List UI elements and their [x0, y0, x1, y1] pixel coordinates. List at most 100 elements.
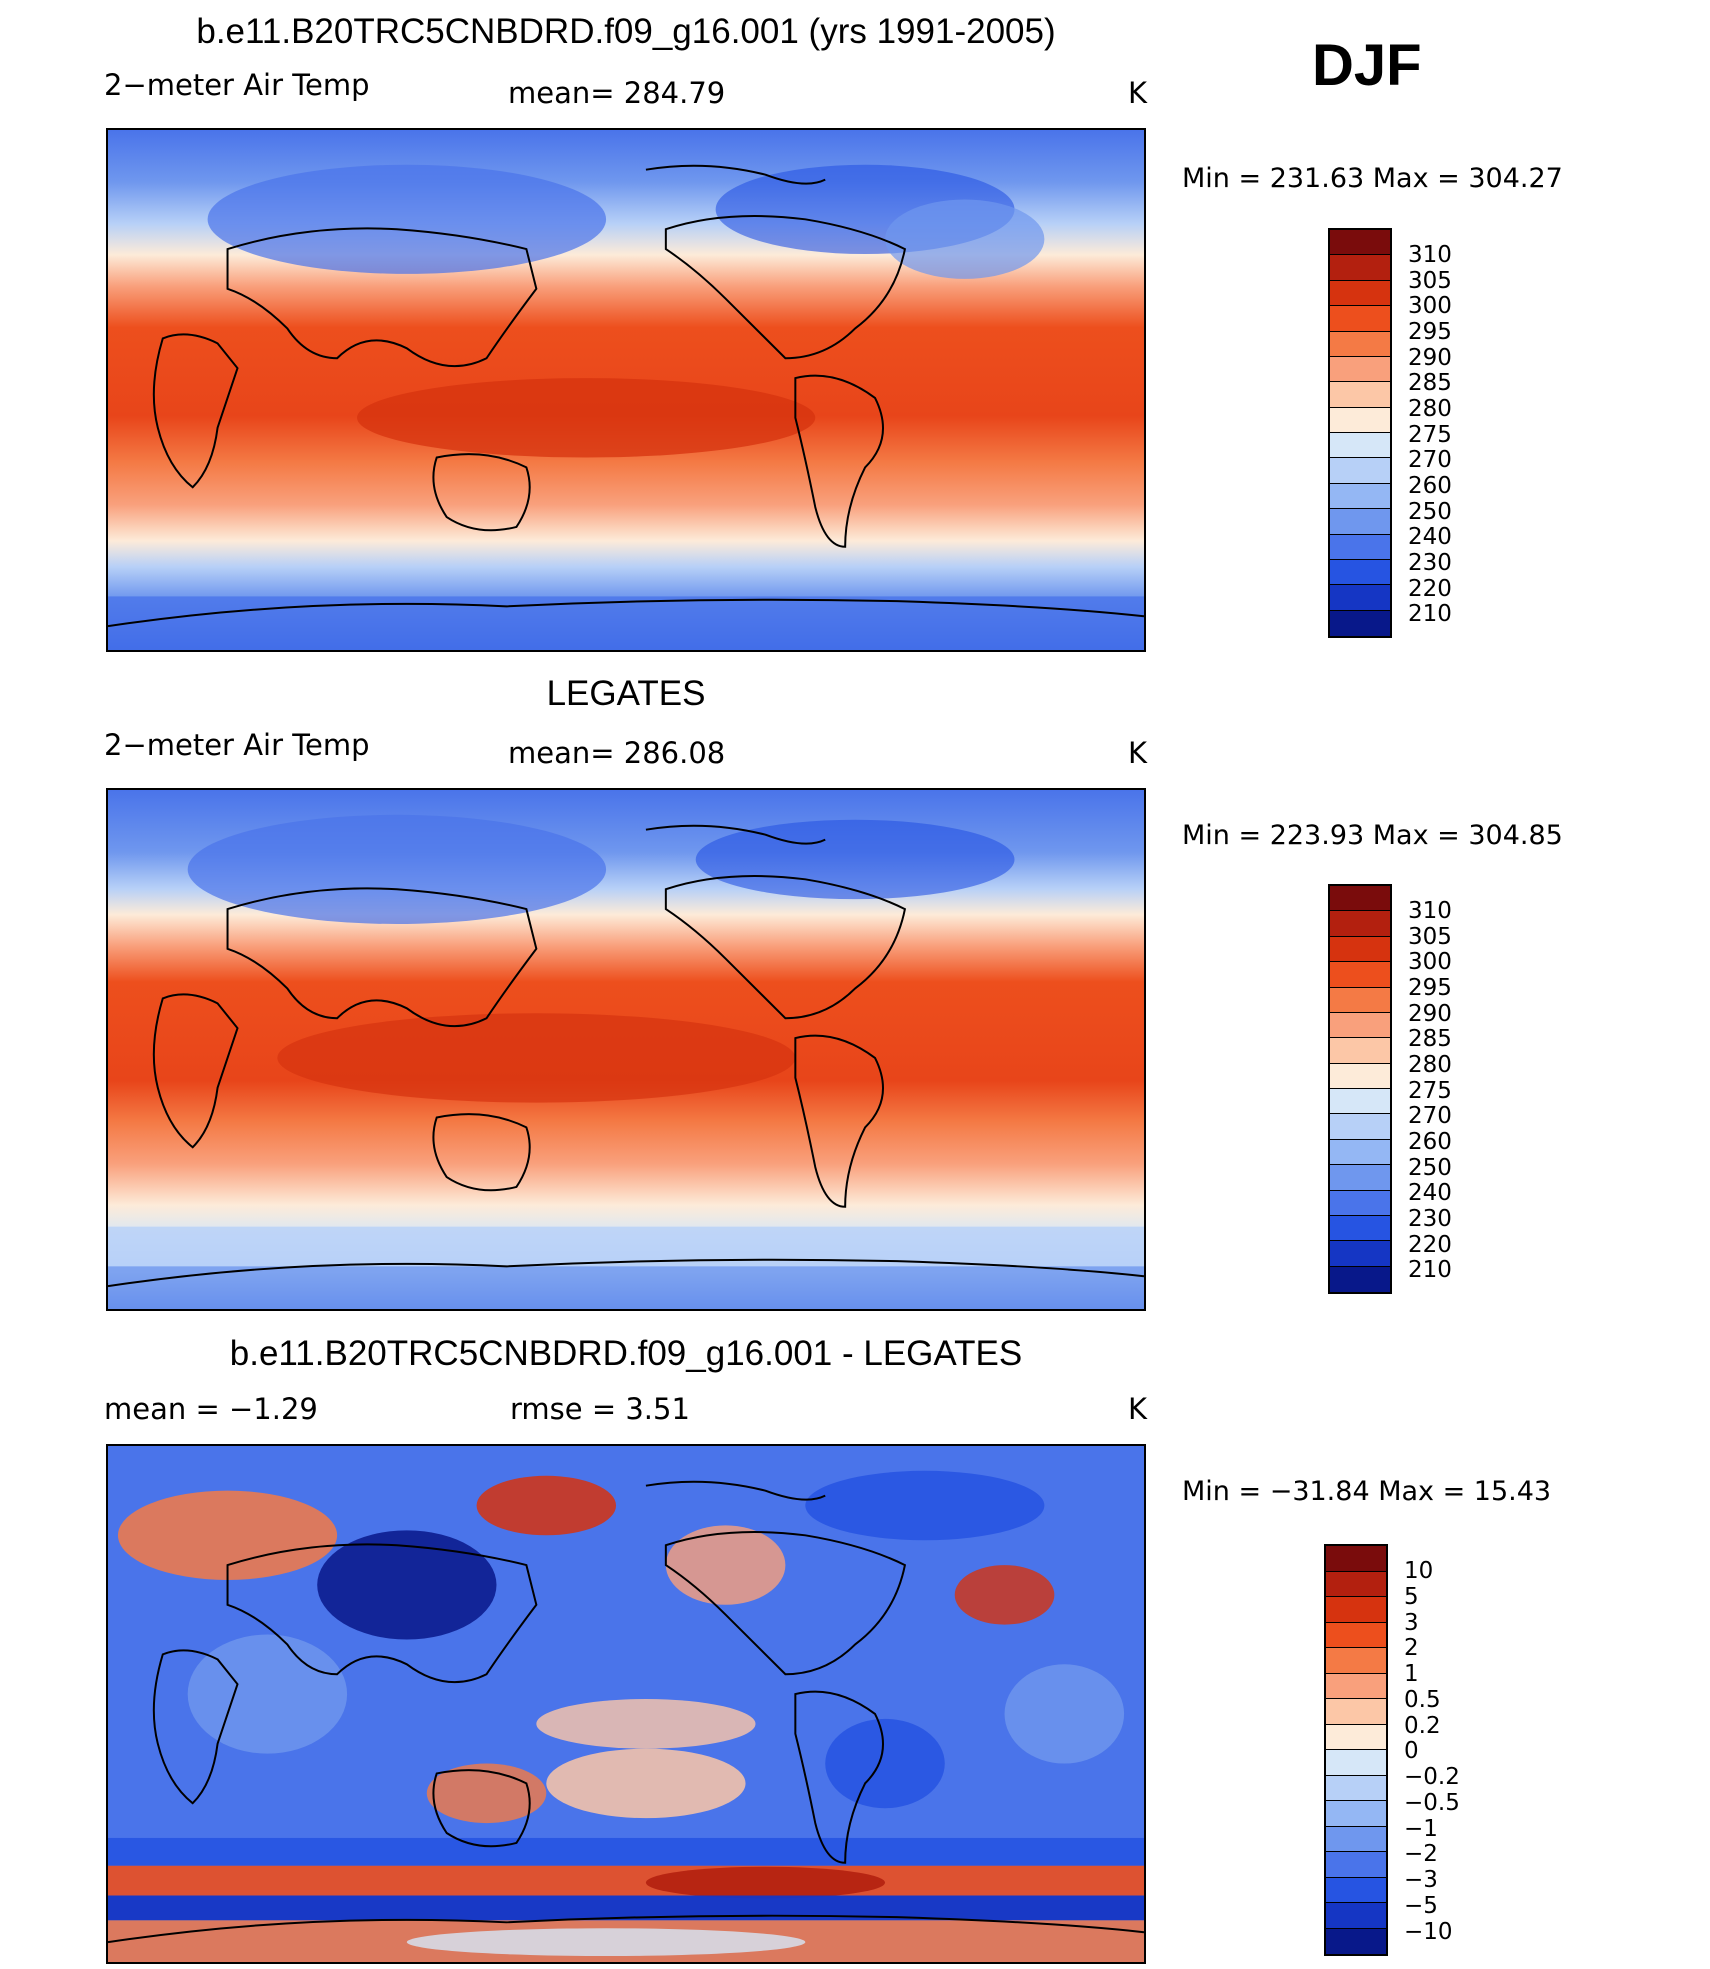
panel-1-colorbar-seg [1330, 356, 1390, 383]
panel-1-colorbar-seg [1330, 230, 1390, 256]
colorbar-tick-label: 285 [1408, 370, 1452, 396]
panel-2-colorbar-seg [1330, 1139, 1390, 1166]
panel-2-colorbar-seg [1330, 1114, 1390, 1140]
panel-3-colorbar-seg [1326, 1673, 1386, 1699]
panel-3-colorbar-seg [1326, 1852, 1386, 1878]
panel-2-colorbar-seg [1330, 962, 1390, 988]
panel-3-mean: mean = −1.29 [104, 1392, 318, 1426]
panel-3-colorbar-seg [1326, 1775, 1386, 1801]
colorbar-tick-label: 0 [1404, 1738, 1419, 1764]
panel-3-colorbar-seg [1326, 1571, 1386, 1597]
panel-3-colorbar-seg [1326, 1699, 1386, 1725]
panel-1-minmax: Min = 231.63 Max = 304.27 [1182, 163, 1563, 194]
panel-1-colorbar [1328, 228, 1392, 638]
panel-2-colorbar-seg [1330, 1241, 1390, 1267]
panel-2-colorbar-seg [1330, 1190, 1390, 1216]
panel-3-rmse: rmse = 3.51 [510, 1392, 690, 1426]
panel-2-map-svg [108, 790, 1144, 1309]
colorbar-tick-label: 310 [1408, 242, 1452, 268]
colorbar-tick-label: −0.2 [1404, 1764, 1460, 1790]
colorbar-tick-label: 0.2 [1404, 1713, 1441, 1739]
panel-3-colorbar-seg [1326, 1877, 1386, 1903]
panel-1-colorbar-seg [1330, 382, 1390, 408]
colorbar-tick-label: −0.5 [1404, 1790, 1460, 1816]
colorbar-tick-label: −1 [1404, 1816, 1438, 1842]
colorbar-tick-label: −2 [1404, 1841, 1438, 1867]
panel-3-colorbar-seg [1326, 1826, 1386, 1852]
panel-1-colorbar-seg [1330, 433, 1390, 459]
panel-3-colorbar-seg [1326, 1724, 1386, 1750]
colorbar-tick-label: 310 [1408, 898, 1452, 924]
colorbar-tick-label: 295 [1408, 319, 1452, 345]
panel-1-colorbar-seg [1330, 610, 1390, 636]
colorbar-tick-label: 295 [1408, 975, 1452, 1001]
panel-1-colorbar-seg [1330, 255, 1390, 281]
panel-3-map-svg [108, 1446, 1144, 1962]
panel-2-map [106, 788, 1146, 1311]
panel-1-mean: mean= 284.79 [508, 76, 726, 110]
panel-3-colorbar-seg [1326, 1597, 1386, 1623]
panel-2-colorbar-seg [1330, 1165, 1390, 1191]
colorbar-tick-label: 230 [1408, 1206, 1452, 1232]
colorbar-tick-label: 5 [1404, 1584, 1419, 1610]
panel-1-units: K [1128, 76, 1148, 110]
panel-1-colorbar-seg [1330, 331, 1390, 357]
colorbar-tick-label: 210 [1408, 1257, 1452, 1283]
panel-2-minmax: Min = 223.93 Max = 304.85 [1182, 820, 1563, 851]
panel-1-colorbar-seg [1330, 534, 1390, 560]
panel-1-map [106, 128, 1146, 652]
colorbar-tick-label: 10 [1404, 1558, 1434, 1584]
colorbar-tick-label: −10 [1404, 1919, 1453, 1945]
panel-1-colorbar-seg [1330, 559, 1390, 586]
panel-2-colorbar-seg [1330, 1266, 1390, 1292]
panel-3-colorbar [1324, 1544, 1388, 1956]
panel-2-colorbar-seg [1330, 1215, 1390, 1242]
colorbar-tick-label: 280 [1408, 396, 1452, 422]
colorbar-tick-label: 240 [1408, 524, 1452, 550]
panel-2-colorbar-seg [1330, 987, 1390, 1013]
panel-2-colorbar-seg [1330, 911, 1390, 937]
colorbar-tick-label: 280 [1408, 1052, 1452, 1078]
colorbar-tick-label: −5 [1404, 1893, 1438, 1919]
panel-3-colorbar-seg [1326, 1622, 1386, 1648]
colorbar-tick-label: 270 [1408, 1103, 1452, 1129]
panel-2-title: LEGATES [546, 674, 706, 713]
panel-3-map [106, 1444, 1146, 1964]
panel-2-colorbar-seg [1330, 1063, 1390, 1089]
panel-3-units: K [1128, 1392, 1148, 1426]
panel-1-colorbar-seg [1330, 280, 1390, 307]
colorbar-tick-label: 305 [1408, 924, 1452, 950]
panel-1-colorbar-seg [1330, 585, 1390, 611]
season-label: DJF [1312, 33, 1422, 98]
panel-2-colorbar-seg [1330, 1089, 1390, 1115]
colorbar-tick-label: 250 [1408, 1155, 1452, 1181]
panel-1-colorbar-seg [1330, 483, 1390, 510]
colorbar-tick-label: 275 [1408, 1078, 1452, 1104]
colorbar-tick-label: 290 [1408, 1001, 1452, 1027]
colorbar-tick-label: 300 [1408, 293, 1452, 319]
panel-3-colorbar-seg [1326, 1928, 1386, 1954]
colorbar-tick-label: 270 [1408, 447, 1452, 473]
colorbar-tick-label: 0.5 [1404, 1687, 1441, 1713]
colorbar-tick-label: 210 [1408, 601, 1452, 627]
panel-2-units: K [1128, 736, 1148, 770]
panel-1-colorbar-seg [1330, 509, 1390, 535]
panel-3-colorbar-seg [1326, 1546, 1386, 1572]
colorbar-tick-label: −3 [1404, 1867, 1438, 1893]
panel-1-title: b.e11.B20TRC5CNBDRD.f09_g16.001 (yrs 199… [196, 12, 1056, 51]
panel-1-variable: 2−meter Air Temp [104, 68, 370, 102]
colorbar-tick-label: 260 [1408, 473, 1452, 499]
colorbar-tick-label: 240 [1408, 1180, 1452, 1206]
colorbar-tick-label: 2 [1404, 1635, 1419, 1661]
colorbar-tick-label: 285 [1408, 1026, 1452, 1052]
panel-2-colorbar [1328, 884, 1392, 1294]
panel-1-map-svg [108, 130, 1144, 650]
panel-2-colorbar-seg [1330, 1038, 1390, 1064]
colorbar-tick-label: 1 [1404, 1661, 1419, 1687]
colorbar-tick-label: 305 [1408, 268, 1452, 294]
panel-2-colorbar-seg [1330, 936, 1390, 963]
colorbar-tick-label: 300 [1408, 949, 1452, 975]
colorbar-tick-label: 220 [1408, 576, 1452, 602]
colorbar-tick-label: 230 [1408, 550, 1452, 576]
panel-2-variable: 2−meter Air Temp [104, 728, 370, 762]
